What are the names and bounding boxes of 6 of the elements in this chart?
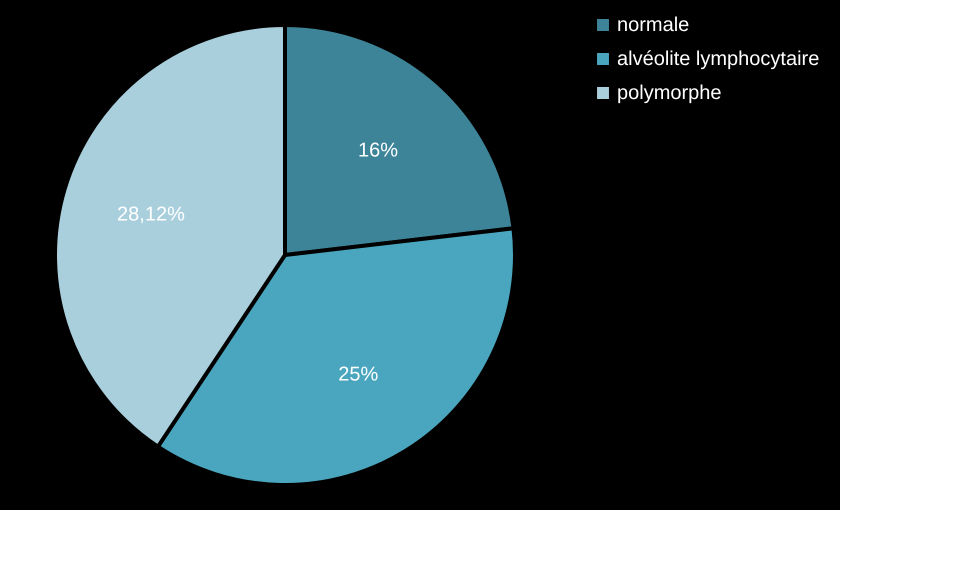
legend-label: polymorphe: [617, 82, 722, 104]
data-label: 28,12%: [117, 204, 186, 226]
legend-label: alvéolite lymphocytaire: [617, 48, 820, 70]
legend-label: normale: [617, 14, 690, 36]
data-label: 25%: [338, 363, 379, 386]
data-label: 16%: [358, 139, 398, 162]
